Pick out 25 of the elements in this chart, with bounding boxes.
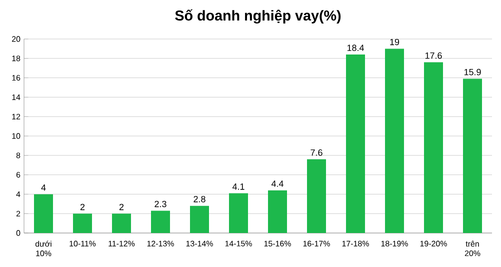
data-label: 19 bbox=[390, 38, 400, 46]
bar bbox=[307, 159, 326, 233]
data-label: 4.1 bbox=[232, 184, 244, 190]
bar bbox=[424, 62, 444, 233]
bar bbox=[112, 214, 131, 233]
bar bbox=[268, 190, 288, 233]
data-label: 18.4 bbox=[347, 44, 364, 52]
bar bbox=[346, 54, 366, 233]
bar bbox=[34, 194, 53, 233]
bar bbox=[151, 210, 170, 233]
chart-title: Số doanh nghiệp vay(%) bbox=[175, 9, 341, 24]
data-label: 7.6 bbox=[310, 149, 322, 156]
bar bbox=[385, 48, 404, 233]
data-label: 15.9 bbox=[464, 68, 481, 76]
data-label: 2 bbox=[119, 204, 124, 210]
bar bbox=[190, 206, 209, 233]
data-label: 2.8 bbox=[194, 196, 206, 202]
data-label: 17.6 bbox=[425, 52, 442, 59]
data-label: 2 bbox=[80, 204, 85, 210]
data-label: 4.4 bbox=[271, 180, 284, 187]
data-label: 4 bbox=[41, 184, 46, 191]
bar bbox=[463, 78, 482, 233]
bar bbox=[229, 193, 248, 233]
bar bbox=[73, 214, 92, 233]
data-label: 2.3 bbox=[154, 200, 166, 208]
